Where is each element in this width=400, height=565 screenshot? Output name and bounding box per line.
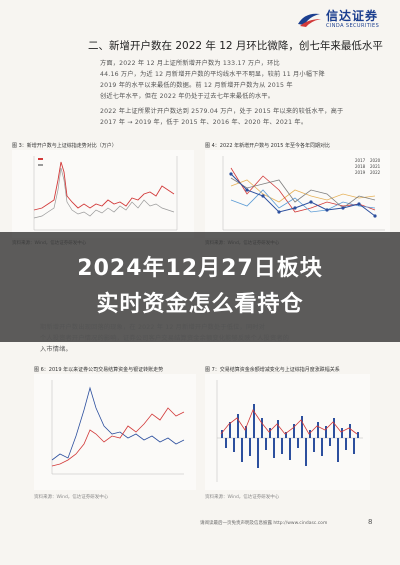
chart2-legend-2019: 2019 [355, 170, 366, 175]
chart2-legend-2018: 2018 [355, 164, 366, 169]
chart2-caption: 图 4：2022 年新增开户数与 2015 年至今各年同期对比 [205, 143, 330, 149]
title-overlay [0, 232, 400, 342]
paragraph-line: 2019 年的水平以来最低的数据。前 12 月新增开户数为从 2015 年 [100, 82, 293, 89]
chart2-legend-2020: 2020 [370, 158, 381, 163]
paragraph-line: 个人投资者开户情况的影响，证券公司客户交易结算资金余额变化能够反映个人投资者的 [40, 335, 290, 342]
chart3-caption: 图 6：2019 年以来证券公司交易结算资金与银证转账走势 [34, 367, 164, 373]
brand-name-cn: 信达证券 [326, 9, 379, 23]
brand-logo: 信达证券 CINDA SECURITIES [296, 10, 379, 29]
paragraph-line: 入市情绪。 [40, 346, 72, 353]
paragraph-line: 44.16 万户，为近 12 月新增开户数的平均线水平不明显，较前 11 月小幅… [100, 71, 325, 78]
chart1-caption: 图 3：新增开户数与上证综指走势对比（万户） [12, 143, 117, 149]
paragraph-line: 2017 年 → 2019 年，低于 2015 年、2016 年、2020 年、… [100, 119, 308, 126]
page-number: 8 [368, 518, 373, 526]
chart4-bar-line-chart [205, 374, 370, 490]
chart2-legend-2017: 2017 [355, 158, 366, 163]
chart2-line-chart: 2017 2018 2019 2020 2021 2022 [205, 150, 390, 238]
chart3-source: 资料来源：Wind，信达证券研发中心 [34, 495, 109, 500]
paragraph-line: 2022 年上证所累计开户数达到 2579.04 万户，处于 2015 年以来的… [100, 108, 344, 115]
chart1-line-chart [12, 150, 194, 238]
chart2-legend-2021: 2021 [370, 164, 381, 169]
cinda-logo-icon [298, 13, 321, 27]
paragraph-line: 创近七年水平，但在 2022 年仍处于过去七年来最低的水平。 [100, 93, 275, 100]
paragraph-line: 方面，2022 年 12 月上证所新增开户数为 133.17 万户，环比 [100, 60, 280, 67]
overlay-title-line1: 2024年12月27日板块 [77, 256, 323, 281]
paragraph-line: 期新增开户数出现回落的现象，在 2022 年 12 月新增开户数处于低位，同时对 [40, 324, 266, 331]
chart2-legend-2022: 2022 [370, 170, 381, 175]
page-footer: 请阅读最后一页免责声明及信息披露 http://www.cindasc.com [200, 521, 328, 526]
section-heading: 二、新增开户数在 2022 年 12 月环比微降，创七年来最低水平 [88, 40, 383, 52]
chart4-source: 资料来源：Wind，信达证券研发中心 [205, 495, 280, 500]
chart3-line-chart [34, 374, 196, 490]
brand-name-en: CINDA SECURITIES [326, 23, 380, 29]
chart4-caption: 图 7：交易结算资金余额增减变化与上证综指月度涨跌幅关系 [205, 367, 340, 373]
overlay-title-line2: 实时资金怎么看持仓 [96, 292, 304, 317]
